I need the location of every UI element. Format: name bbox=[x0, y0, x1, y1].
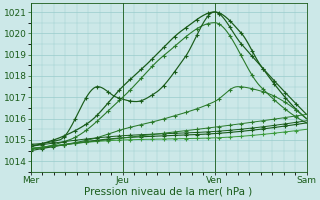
X-axis label: Pression niveau de la mer( hPa ): Pression niveau de la mer( hPa ) bbox=[84, 187, 253, 197]
